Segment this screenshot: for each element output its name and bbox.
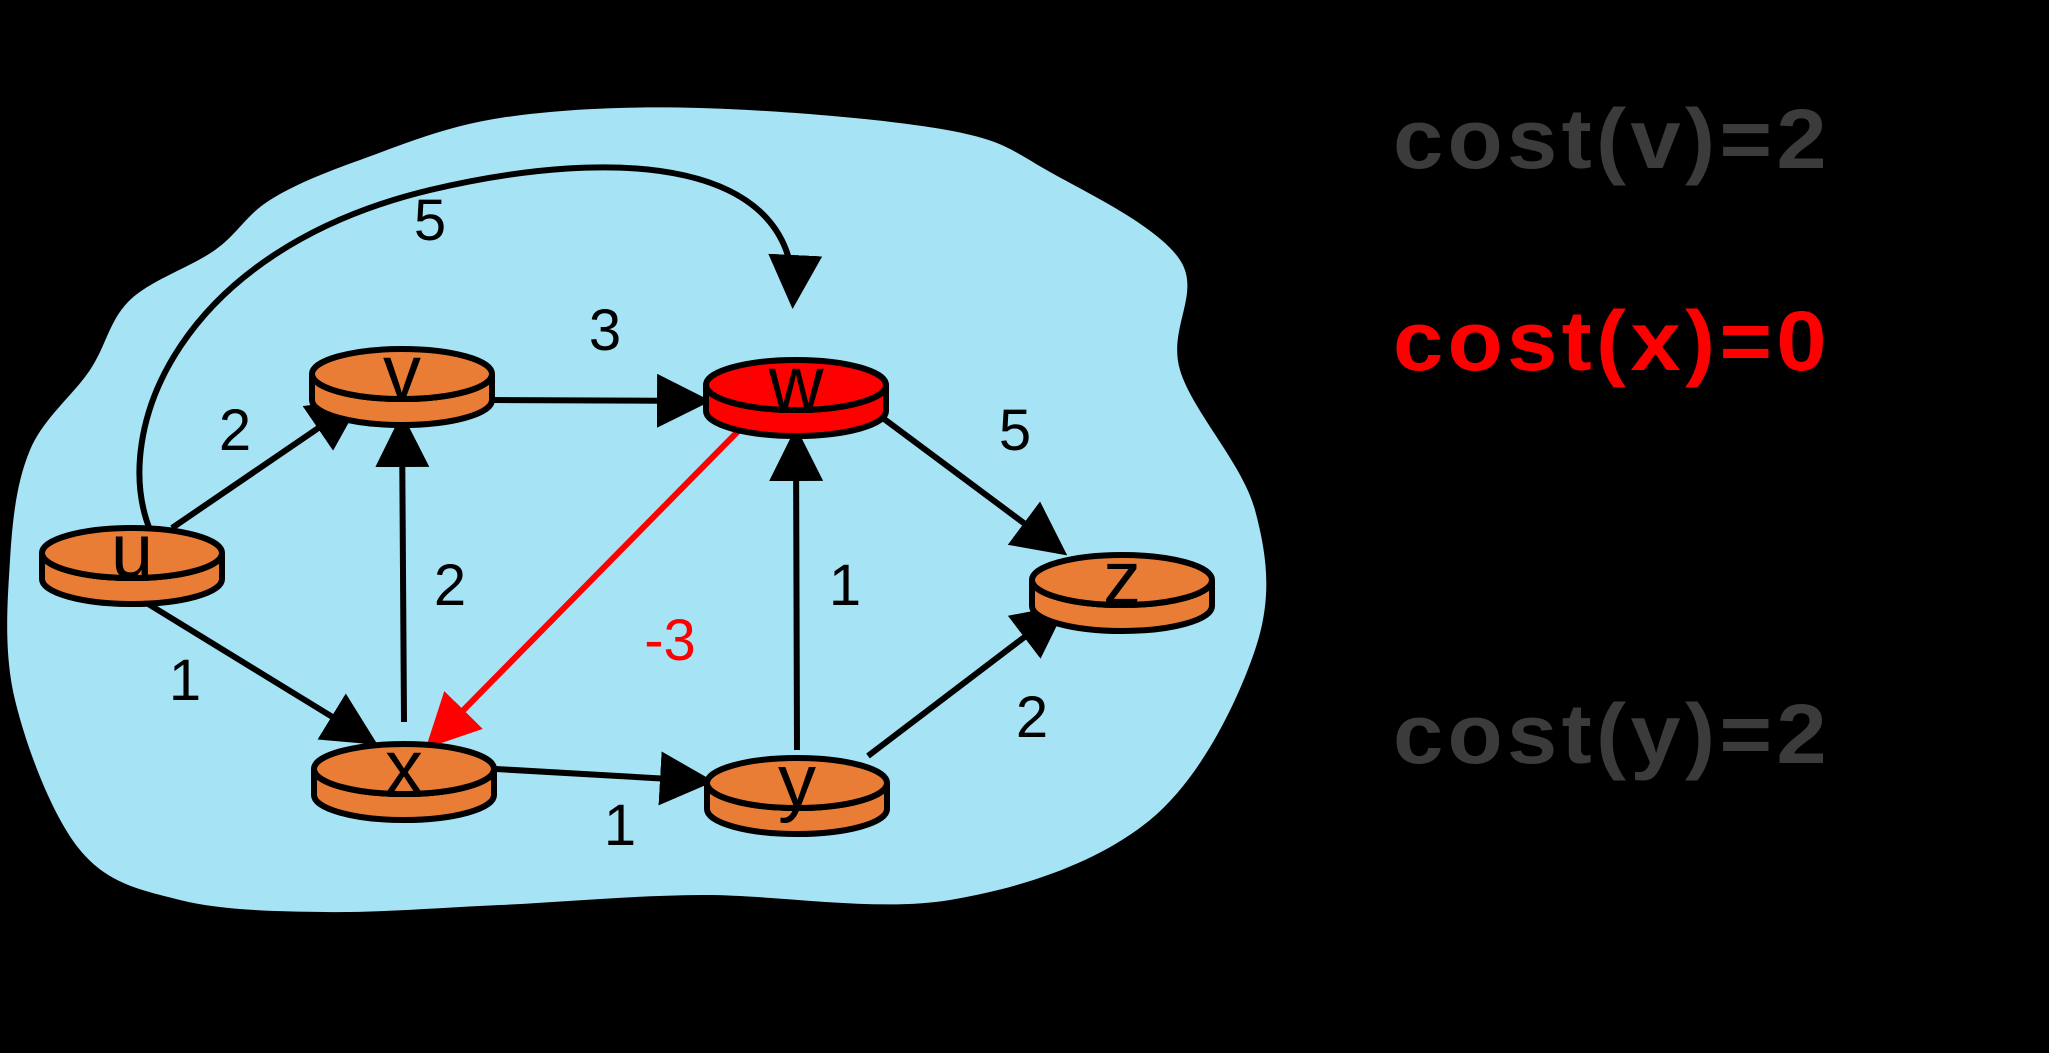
svg-text:5: 5 — [999, 398, 1031, 463]
svg-text:1: 1 — [169, 648, 201, 713]
svg-text:5: 5 — [414, 188, 446, 253]
svg-text:x: x — [385, 725, 423, 810]
svg-text:cost(x)=0: cost(x)=0 — [1393, 294, 1831, 388]
svg-text:2: 2 — [1016, 685, 1048, 750]
svg-text:cost(v)=2: cost(v)=2 — [1393, 92, 1831, 186]
svg-text:cost(y)=2: cost(y)=2 — [1393, 687, 1831, 781]
svg-text:u: u — [111, 509, 153, 594]
svg-text:1: 1 — [829, 553, 861, 618]
svg-text:v: v — [383, 330, 421, 415]
svg-text:-3: -3 — [644, 608, 696, 673]
svg-text:1: 1 — [604, 793, 636, 858]
svg-text:w: w — [768, 341, 825, 426]
svg-text:z: z — [1103, 536, 1141, 621]
svg-text:y: y — [778, 739, 816, 824]
svg-text:2: 2 — [434, 553, 466, 618]
svg-text:3: 3 — [589, 298, 621, 363]
svg-text:2: 2 — [219, 398, 251, 463]
